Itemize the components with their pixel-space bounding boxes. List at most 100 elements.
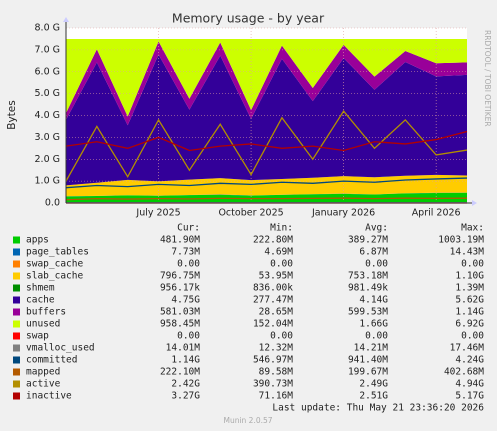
legend-value: 222.80M bbox=[253, 235, 293, 246]
legend-value: 14.43M bbox=[450, 247, 485, 258]
legend-value: 981.49k bbox=[348, 283, 388, 294]
legend-value: 152.04M bbox=[253, 319, 293, 330]
legend-value: 0.00 bbox=[365, 259, 388, 270]
line bbox=[65, 197, 468, 201]
legend-value: 199.67M bbox=[348, 367, 388, 378]
legend-value: 956.17k bbox=[160, 283, 200, 294]
legend-value: 402.68M bbox=[444, 367, 484, 378]
legend-value: 1.66G bbox=[359, 319, 388, 330]
area bbox=[66, 54, 467, 186]
legend-value: 2.51G bbox=[359, 391, 388, 402]
legend-value: 0.00 bbox=[461, 331, 484, 342]
legend-swatch bbox=[13, 272, 20, 280]
line bbox=[65, 177, 468, 189]
area bbox=[66, 41, 467, 126]
legend-header: Avg: bbox=[365, 223, 388, 234]
area bbox=[66, 192, 467, 197]
legend-value: 89.58M bbox=[259, 367, 294, 378]
legend-header: Min: bbox=[270, 223, 293, 234]
legend-value: 6.92G bbox=[455, 319, 484, 330]
legend-value: 753.18M bbox=[348, 271, 388, 282]
y-tick-label: 2.0 G bbox=[35, 154, 61, 165]
legend-label: cache bbox=[26, 295, 55, 306]
legend-value: 4.94G bbox=[455, 379, 484, 390]
legend-value: 0.00 bbox=[177, 331, 200, 342]
y-axis-label: Bytes bbox=[6, 100, 18, 129]
legend-value: 6.87M bbox=[359, 247, 388, 258]
legend-label: vmalloc_used bbox=[26, 343, 95, 354]
legend-value: 546.97M bbox=[253, 355, 293, 366]
legend-value: 277.47M bbox=[253, 295, 293, 306]
area bbox=[66, 192, 467, 203]
legend-value: 0.00 bbox=[270, 331, 293, 342]
x-tick-label: October 2025 bbox=[218, 208, 283, 219]
legend-value: 389.27M bbox=[348, 235, 388, 246]
area bbox=[66, 38, 467, 117]
legend-value: 958.45M bbox=[160, 319, 200, 330]
legend-value: 0.00 bbox=[365, 331, 388, 342]
legend-value: 17.46M bbox=[450, 343, 485, 354]
legend-value: 836.00k bbox=[253, 283, 293, 294]
legend-swatch bbox=[13, 380, 20, 388]
area bbox=[66, 174, 467, 197]
legend-value: 599.53M bbox=[348, 307, 388, 318]
legend-label: swap_cache bbox=[26, 259, 83, 270]
legend-swatch bbox=[13, 260, 20, 268]
legend-value: 581.03M bbox=[160, 307, 200, 318]
legend-swatch bbox=[13, 332, 20, 340]
y-tick-label: 6.0 G bbox=[35, 66, 61, 77]
legend-swatch bbox=[13, 344, 20, 352]
legend-label: buffers bbox=[26, 307, 66, 318]
legend-value: 481.90M bbox=[160, 235, 200, 246]
legend-value: 4.24G bbox=[455, 355, 484, 366]
legend-swatch bbox=[13, 368, 20, 376]
legend-header: Max: bbox=[461, 223, 484, 234]
y-tick-label: 7.0 G bbox=[35, 44, 61, 55]
legend-value: 0.00 bbox=[177, 259, 200, 270]
legend-swatch bbox=[13, 296, 20, 304]
legend-swatch bbox=[13, 248, 20, 256]
legend-label: inactive bbox=[26, 391, 72, 402]
x-tick-label: April 2026 bbox=[412, 208, 461, 219]
y-tick-label: 0.0 bbox=[45, 198, 60, 209]
legend-label: slab_cache bbox=[26, 271, 83, 282]
legend-label: unused bbox=[26, 319, 60, 330]
legend-value: 53.95M bbox=[259, 271, 294, 282]
legend-value: 941.40M bbox=[348, 355, 388, 366]
legend-value: 3.27G bbox=[171, 391, 200, 402]
legend-value: 796.75M bbox=[160, 271, 200, 282]
y-tick-label: 1.0 G bbox=[35, 176, 61, 187]
legend-label: committed bbox=[26, 355, 77, 366]
legend-swatch bbox=[13, 236, 20, 244]
legend-label: active bbox=[26, 379, 61, 390]
y-tick-label: 3.0 G bbox=[35, 132, 61, 143]
footer: Munin 2.0.57 bbox=[223, 416, 272, 425]
legend-value: 0.00 bbox=[270, 259, 293, 270]
legend-value: 14.21M bbox=[354, 343, 389, 354]
chart-title: Memory usage - by year bbox=[172, 11, 325, 26]
line bbox=[65, 130, 468, 152]
legend-value: 4.75G bbox=[171, 295, 200, 306]
last-update: Last update: Thu May 21 23:36:20 2026 bbox=[272, 403, 484, 414]
legend-value: 5.17G bbox=[455, 391, 484, 402]
legend-value: 390.73M bbox=[253, 379, 293, 390]
legend-value: 222.10M bbox=[160, 367, 200, 378]
legend-swatch bbox=[13, 392, 20, 400]
legend-label: mapped bbox=[26, 367, 60, 378]
legend-value: 5.62G bbox=[455, 295, 484, 306]
legend-label: apps bbox=[26, 235, 49, 246]
legend-swatch bbox=[13, 308, 20, 316]
legend-value: 4.14G bbox=[359, 295, 388, 306]
y-tick-label: 5.0 G bbox=[35, 88, 61, 99]
legend-value: 1.14G bbox=[171, 355, 200, 366]
legend-value: 14.01M bbox=[166, 343, 201, 354]
legend-swatch bbox=[13, 320, 20, 328]
legend-label: shmem bbox=[26, 283, 55, 294]
legend-value: 2.42G bbox=[171, 379, 200, 390]
legend-value: 28.65M bbox=[259, 307, 294, 318]
side-text: RRDTOOL / TOBI OETIKER bbox=[483, 30, 492, 127]
legend-value: 4.69M bbox=[264, 247, 293, 258]
legend-value: 1.39M bbox=[455, 283, 484, 294]
legend-value: 71.16M bbox=[259, 391, 294, 402]
